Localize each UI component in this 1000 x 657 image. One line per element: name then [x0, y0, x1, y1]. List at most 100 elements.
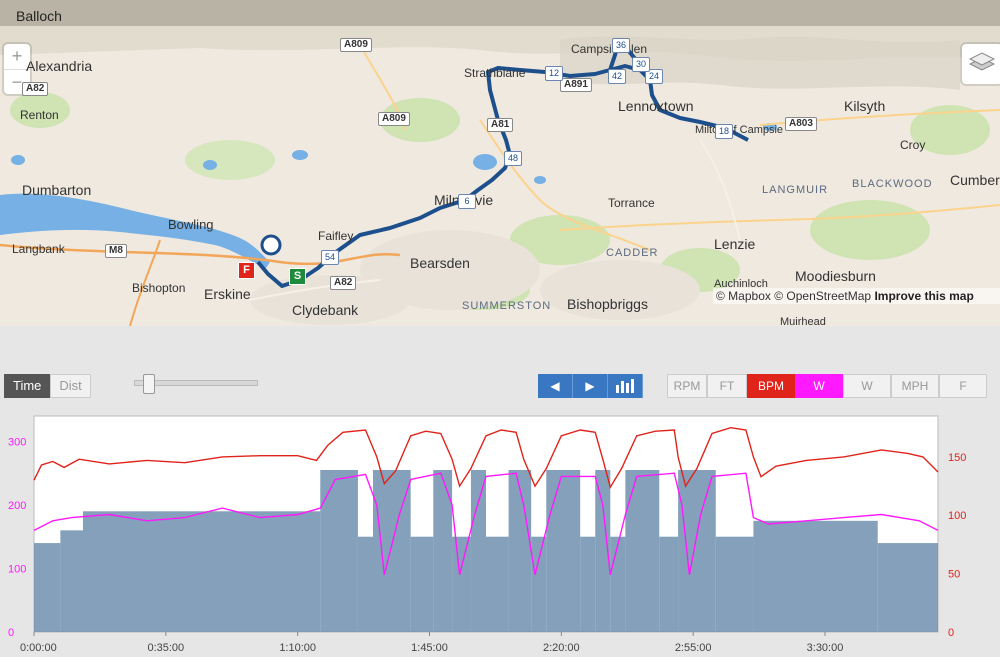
place-label: Torrance: [608, 196, 655, 210]
place-label: Bishopton: [132, 281, 186, 295]
road-shield: M8: [105, 244, 127, 258]
metric-toggle-f[interactable]: F: [939, 374, 987, 398]
x-tick-label: 2:20:00: [543, 642, 580, 654]
bars-toggle-button[interactable]: [608, 374, 643, 398]
target-power-bar: [678, 470, 716, 632]
place-label: Muirhead: [780, 316, 826, 326]
place-label: Alexandria: [26, 58, 93, 74]
attribution-mapbox[interactable]: © Mapbox: [716, 289, 771, 303]
x-tick-label: 1:45:00: [411, 642, 448, 654]
zoom-out-button[interactable]: −: [11, 72, 23, 92]
metric-toggle-rpm[interactable]: RPM: [667, 374, 707, 398]
x-tick-label: 0:00:00: [20, 642, 57, 654]
y-left-tick-label: 200: [8, 500, 26, 512]
y-right-tick-label: 150: [948, 452, 966, 464]
y-left-tick-label: 300: [8, 436, 26, 448]
km-marker: 54: [321, 250, 339, 265]
place-label: Renton: [20, 108, 59, 122]
target-power-bar: [452, 536, 471, 632]
start-flag[interactable]: S: [289, 268, 306, 285]
metric-toggle-mph[interactable]: MPH: [891, 374, 939, 398]
km-marker: 12: [545, 66, 563, 81]
target-power-bar: [610, 536, 626, 632]
road-shield: A809: [340, 38, 372, 52]
km-marker: 36: [612, 38, 630, 53]
y-right-tick-label: 50: [948, 569, 960, 581]
target-power-bar: [373, 470, 411, 632]
x-tick-label: 3:30:00: [807, 642, 844, 654]
chart-controls: Time Dist ◀ ▶ RPM FT BPM W W MPH F: [0, 326, 1000, 416]
target-power-bar: [595, 470, 611, 632]
target-power-bar: [546, 470, 581, 632]
finish-flag[interactable]: F: [238, 262, 255, 279]
series-line-w: [33, 472, 939, 575]
target-power-bar: [715, 536, 754, 632]
place-label: Lennoxtown: [618, 98, 694, 114]
place-label: Erskine: [204, 286, 251, 302]
bars-icon: [616, 379, 634, 393]
km-marker: 24: [645, 69, 663, 84]
y-right-tick-label: 0: [948, 627, 954, 639]
metric-toggle-ft[interactable]: FT: [707, 374, 747, 398]
target-power-bar: [531, 536, 547, 632]
y-left-tick-label: 100: [8, 563, 26, 575]
road-shield: A82: [330, 276, 357, 290]
road-shield: A809: [378, 112, 410, 126]
metric-toggle-bpm[interactable]: BPM: [747, 374, 795, 398]
place-label: Moodiesburn: [795, 268, 876, 284]
tab-time[interactable]: Time: [4, 374, 51, 398]
target-power-bar: [433, 470, 453, 632]
metric-toggles: RPM FT BPM W W MPH F: [667, 374, 987, 398]
prev-button[interactable]: ◀: [538, 374, 573, 398]
attribution-osm[interactable]: © OpenStreetMap: [774, 289, 872, 303]
target-power-bar: [486, 536, 509, 632]
zoom-in-button[interactable]: +: [4, 44, 30, 70]
place-label: Milton of Campsie: [695, 124, 784, 136]
target-power-bar: [625, 470, 660, 632]
attribution-improve-link[interactable]: Improve this map: [874, 289, 974, 303]
road-shield: A803: [785, 117, 817, 131]
tab-dist[interactable]: Dist: [50, 374, 91, 398]
road-shield: A891: [560, 78, 592, 92]
km-marker: 42: [608, 69, 626, 84]
target-power-bar: [82, 511, 321, 632]
target-power-bar: [508, 470, 532, 632]
zoom-slider-track[interactable]: [134, 380, 258, 386]
place-label: Lenzie: [714, 236, 756, 252]
place-label: Strathblane: [464, 66, 526, 80]
zoom-slider-handle[interactable]: [143, 374, 155, 394]
km-marker: 48: [504, 151, 522, 166]
map-top-label: Balloch: [16, 8, 62, 24]
target-power-bar: [659, 536, 679, 632]
district-label: CADDER: [606, 247, 659, 259]
road-shield: A81: [487, 118, 514, 132]
place-label: Campsie Glen: [571, 42, 648, 56]
y-right-tick-label: 100: [948, 510, 966, 522]
place-label: Faifley: [318, 229, 354, 243]
district-label: BLACKWOOD: [852, 178, 933, 190]
layers-icon: [968, 52, 996, 71]
place-label: Dumbarton: [22, 182, 92, 198]
next-button[interactable]: ▶: [573, 374, 608, 398]
place-label: Bowling: [168, 217, 214, 232]
place-label: Cumbernauld: [950, 172, 1000, 188]
km-marker: 18: [715, 124, 733, 139]
target-power-bar: [753, 520, 878, 632]
place-label: Kilsyth: [844, 98, 886, 114]
layers-button[interactable]: [962, 44, 1000, 84]
target-power-bar: [410, 536, 434, 632]
x-tick-label: 2:55:00: [675, 642, 712, 654]
activity-chart[interactable]: 0 100 200 300 0 50 100 150 0:00:00 0:35:00 1:10:00…: [0, 410, 1000, 657]
metric-toggle-w[interactable]: W: [843, 374, 891, 398]
series-line-bpm: [33, 426, 939, 489]
target-power-bar: [470, 470, 486, 632]
axis-mode-tabs: Time Dist: [4, 374, 91, 398]
place-label: Langbank: [12, 242, 65, 256]
x-tick-label: 1:10:00: [279, 642, 316, 654]
metric-toggle-w[interactable]: W: [795, 374, 843, 398]
place-label: Auchinloch: [714, 278, 768, 290]
route-map[interactable]: Balloch + − Alexandria Renton Dumbarton …: [0, 0, 1000, 326]
district-label: LANGMUIR: [762, 184, 829, 196]
map-attribution: © Mapbox © OpenStreetMap Improve this ma…: [713, 288, 1000, 304]
target-power-bar: [34, 543, 61, 632]
